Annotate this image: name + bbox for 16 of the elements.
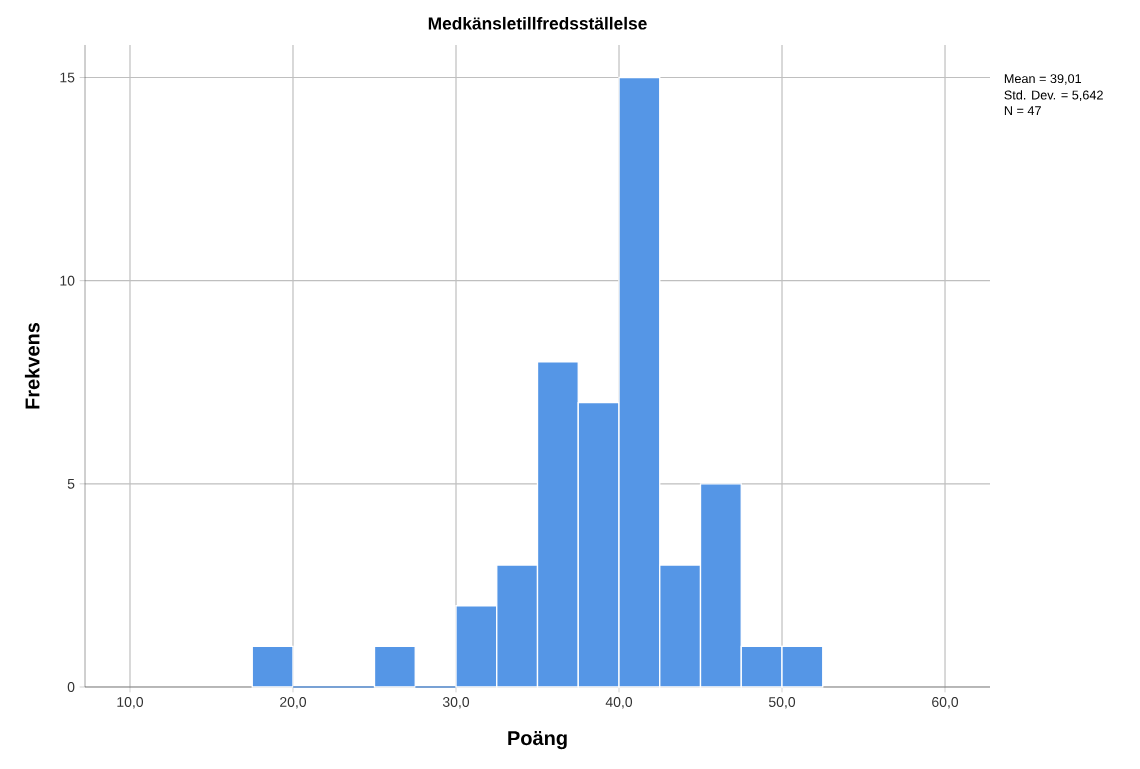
text: N = 47 [1004,106,1041,115]
y-tick-label: 5 [67,478,75,489]
y-tick-label: 15 [60,72,75,83]
x-tick-label: 30,0 [442,697,470,709]
x-tick-label: 50,0 [768,697,796,709]
x-axis-title: Poäng [508,731,567,750]
text: Std. Dev. = 5,642 [1004,90,1103,102]
y-axis-title: Frekvens [24,322,40,409]
x-tick-label: 60,0 [932,697,959,709]
x-tick-label: 10,0 [117,697,144,709]
y-tick-label: 10 [60,275,75,286]
x-tick-label: 20,0 [280,697,307,709]
y-tick-label: 0 [67,682,75,692]
chart-title: Medkänsletillfredsställelse [428,16,647,30]
text: Mean = 39,01 [1004,74,1082,85]
x-tick-label: 40,0 [605,697,633,709]
